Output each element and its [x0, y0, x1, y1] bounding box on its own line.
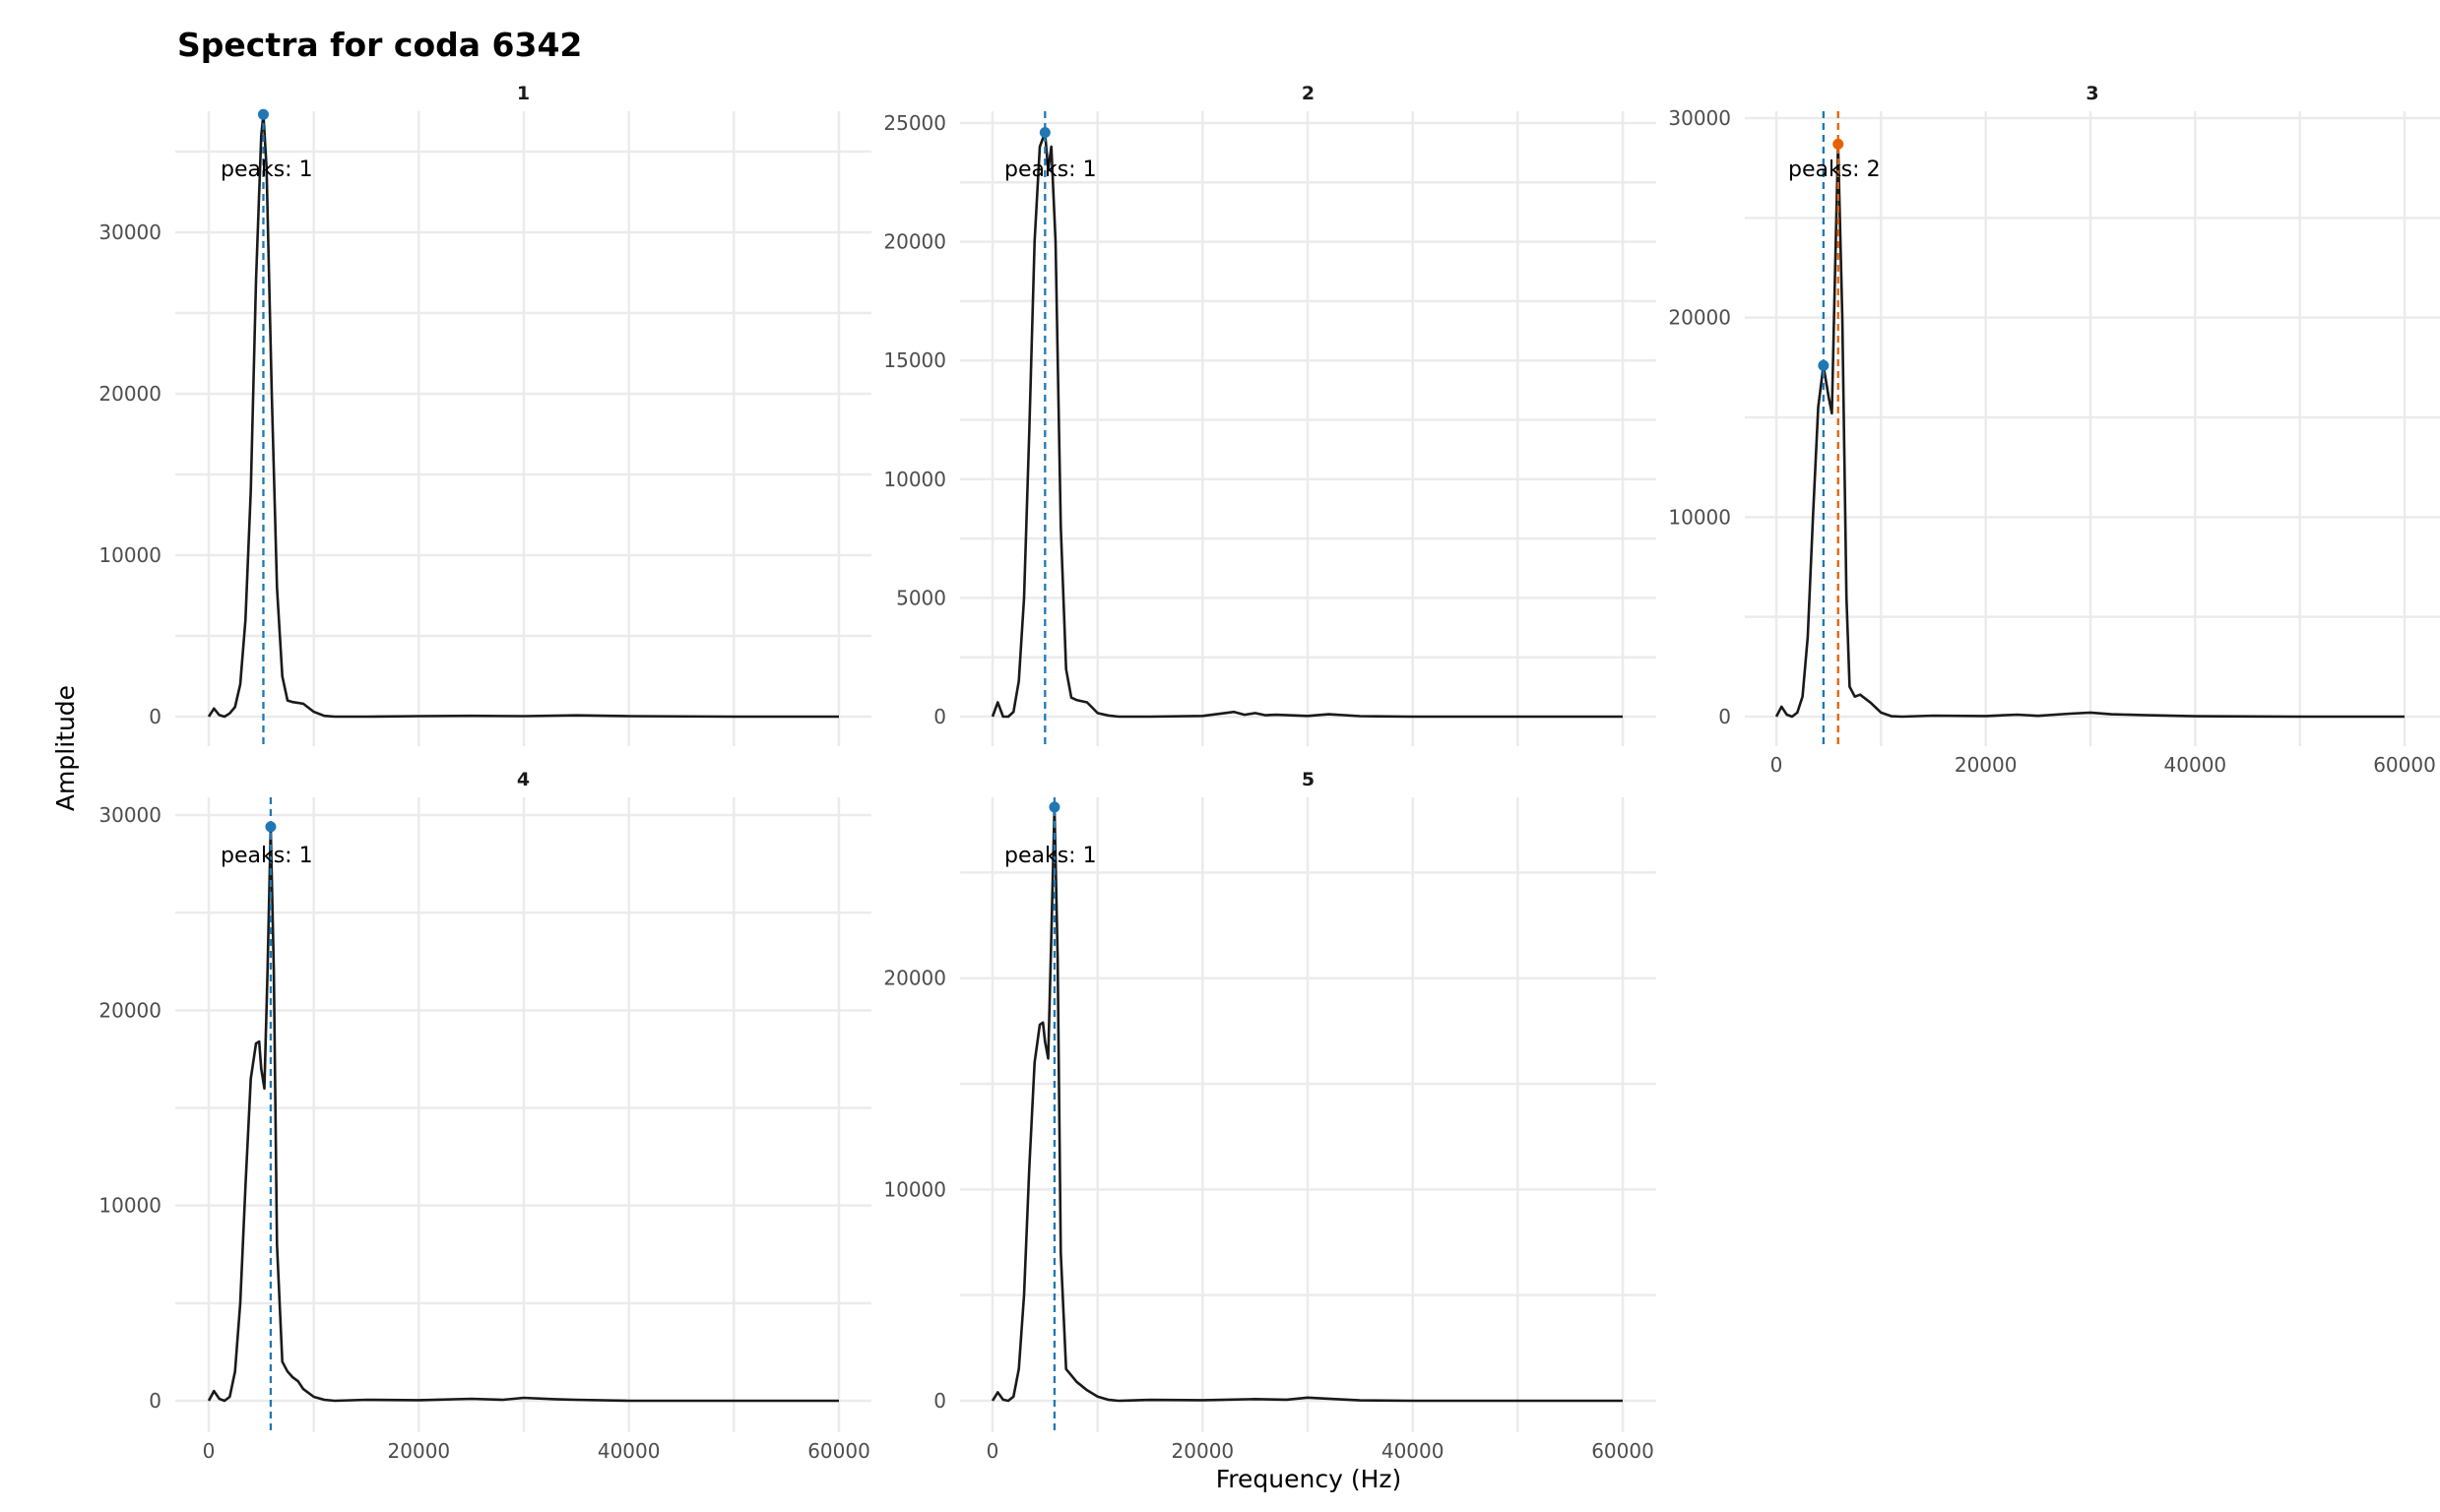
- y-tick-label: 30000: [98, 803, 161, 827]
- y-tick-label: 0: [1718, 705, 1731, 728]
- y-tick-label: 0: [933, 1389, 946, 1413]
- y-tick-label: 10000: [98, 1194, 161, 1218]
- y-tick-label: 10000: [98, 543, 161, 567]
- peaks-count-label: peaks: 2: [1788, 158, 1881, 182]
- x-tick-label: 20000: [388, 1439, 451, 1463]
- y-tick-label: 30000: [98, 220, 161, 244]
- peak-point: [1818, 359, 1830, 371]
- peaks-count-label: peaks: 1: [221, 158, 313, 182]
- panel-strip-label: 2: [1302, 83, 1315, 104]
- panel-strip-label: 1: [517, 83, 530, 104]
- y-tick-label: 10000: [883, 1177, 946, 1201]
- panel-strip-label: 4: [517, 769, 530, 790]
- peaks-count-label: peaks: 1: [1004, 844, 1097, 868]
- y-tick-label: 10000: [883, 468, 946, 491]
- panel-4: 4 0 20000 40000 60000 0 10000 20000 30000 peaks: …: [98, 769, 871, 1463]
- y-tick-label: 0: [149, 1389, 161, 1413]
- y-tick-label: 20000: [98, 998, 161, 1022]
- y-tick-label: 20000: [1668, 306, 1731, 330]
- spectrum-line: [1774, 143, 2405, 719]
- panel-2: 2 0 5000 10000 15000 20000 25000 peaks: 1: [883, 83, 1656, 746]
- x-tick-label: 20000: [1172, 1439, 1235, 1463]
- peak-point: [1832, 138, 1844, 150]
- spectrum-line: [207, 113, 839, 719]
- y-tick-label: 0: [933, 705, 946, 728]
- panel-1: 1 0 10000 20000 30000 peaks: 1: [98, 83, 871, 746]
- peak-point: [1039, 127, 1051, 139]
- y-tick-label: 5000: [896, 586, 946, 609]
- y-axis-title: Amplitude: [51, 685, 80, 811]
- y-tick-label: 20000: [98, 382, 161, 406]
- y-tick-label: 0: [149, 705, 161, 728]
- panel-3: 3 0 20000 40000 60000 0 10000 20000 30000 peaks: …: [1668, 83, 2440, 777]
- y-tick-label: 20000: [883, 230, 946, 254]
- spectrum-line: [991, 131, 1623, 719]
- x-tick-label: 40000: [2164, 753, 2227, 777]
- spectrum-line: [991, 805, 1623, 1403]
- y-tick-label: 20000: [883, 967, 946, 990]
- x-tick-label: 0: [203, 1439, 216, 1463]
- panel-strip-label: 3: [2086, 83, 2098, 104]
- peak-point: [257, 108, 269, 120]
- x-tick-label: 0: [987, 1439, 999, 1463]
- peaks-count-label: peaks: 1: [1004, 158, 1097, 182]
- y-tick-label: 15000: [883, 348, 946, 372]
- panel-5: 5 0 20000 40000 60000 0 10000 20000 peaks: 1: [883, 769, 1656, 1463]
- spectrum-line: [207, 825, 839, 1403]
- peak-point: [1049, 801, 1060, 813]
- x-tick-label: 60000: [2373, 753, 2436, 777]
- y-tick-label: 25000: [883, 111, 946, 135]
- peaks-count-label: peaks: 1: [221, 844, 313, 868]
- y-tick-label: 10000: [1668, 505, 1731, 529]
- x-tick-label: 20000: [1955, 753, 2018, 777]
- peak-point: [265, 821, 277, 833]
- y-tick-label: 30000: [1668, 106, 1731, 130]
- panel-strip-label: 5: [1302, 769, 1315, 790]
- chart-title: Spectra for coda 6342: [177, 26, 582, 64]
- x-tick-label: 40000: [598, 1439, 661, 1463]
- x-axis-title: Frequency (Hz): [1216, 1465, 1402, 1493]
- x-tick-label: 60000: [807, 1439, 870, 1463]
- x-tick-label: 60000: [1591, 1439, 1654, 1463]
- x-tick-label: 0: [1770, 753, 1783, 777]
- x-tick-label: 40000: [1381, 1439, 1445, 1463]
